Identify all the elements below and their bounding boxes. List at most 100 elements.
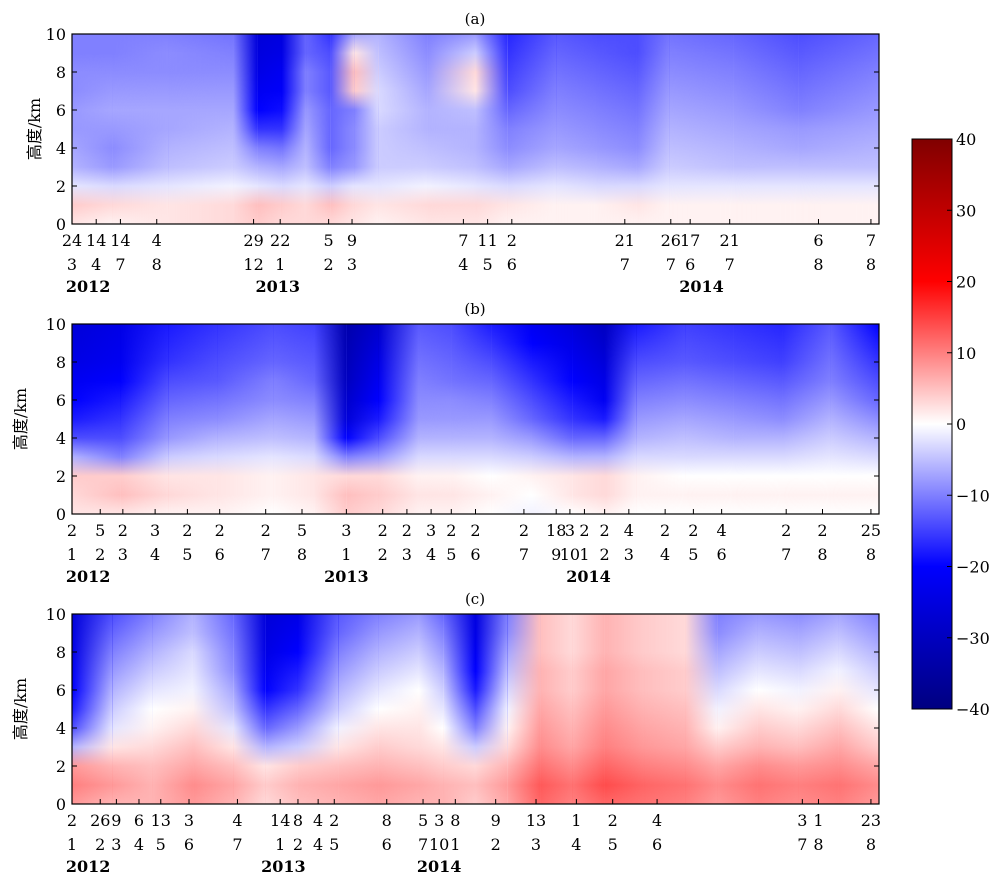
x-tick-month: 7 [666,255,676,274]
heat-blend [491,324,532,514]
heat-blend [378,614,420,804]
x-tick-day: 6 [813,231,823,250]
y-tick-label: 2 [56,467,66,486]
y-tick-label: 6 [56,101,66,120]
x-tick-month: 2 [293,835,303,854]
x-tick-month: 8 [152,255,162,274]
y-tick-label: 10 [46,25,66,44]
y-tick-label: 0 [56,505,66,524]
heat-blend [152,614,194,804]
heat-blend [427,34,476,224]
x-tick-month: 2 [491,835,501,854]
x-tick-day: 5 [324,231,334,250]
x-tick-day: 2 [608,811,618,830]
x-tick-month: 4 [458,255,468,274]
x-tick-day: 26 [661,231,681,250]
x-tick-day: 2 [67,521,77,540]
x-tick-day: 8 [382,811,392,830]
colorbar-tick-label: 40 [956,130,976,149]
heat-blend [443,614,476,804]
x-tick-month: 7 [519,545,529,564]
y-tick-label: 0 [56,215,66,234]
heat-blend [72,324,121,514]
x-tick-day: 2 [118,521,128,540]
x-tick-month: 6 [685,255,695,274]
heat-blend [378,324,420,514]
y-tick-label: 4 [56,429,66,448]
colorbar-tick-label: −40 [956,700,990,719]
x-tick-day: 4 [717,521,727,540]
x-tick-day: 3 [426,521,436,540]
x-tick-month: 5 [156,835,166,854]
x-tick-month: 6 [470,545,480,564]
colorbar-tick-label: −10 [956,486,990,505]
x-tick-month: 8 [866,255,876,274]
x-tick-month: 1 [275,255,285,274]
heat-blend [669,34,734,224]
x-tick-month: 8 [297,545,307,564]
heat-blend [685,324,734,514]
x-tick-day: 3 [565,521,575,540]
heat-blend [757,614,799,804]
x-tick-day: 24 [62,231,82,250]
panel-a-frame [71,33,880,225]
heat-blend [346,324,379,514]
x-tick-month: 2 [324,255,334,274]
x-tick-month: 5 [483,255,493,274]
heat-blend [193,614,234,804]
colorbar-tick-label: −20 [956,558,990,577]
colorbar: 40 30 20 10 0 −10 −20 −30 −40 [911,130,990,719]
panel-c-x-ticks: 2126293641353647141824425865731081921331… [66,799,881,876]
heat-blend [572,324,605,514]
heat-blend [733,34,799,224]
x-tick-month: 7 [620,255,630,274]
x-tick-day: 2 [329,811,339,830]
panel-b-x-ticks: 2152233425262758312223342526271893102122… [66,509,881,586]
heat-blend [782,324,831,514]
panel-c-title: (c) [465,590,485,608]
x-tick-month: 2 [600,545,610,564]
x-tick-month: 4 [91,255,101,274]
x-tick-day: 2 [378,521,388,540]
heat-blend [354,34,379,224]
x-tick-day: 1 [813,811,823,830]
x-tick-day: 17 [680,231,700,250]
heat-blend [72,614,113,804]
heat-blend [596,34,637,224]
y-tick-label: 0 [56,795,66,814]
x-tick-month: 6 [382,835,392,854]
x-tick-month: 1 [275,835,285,854]
x-tick-month: 4 [660,545,670,564]
x-tick-day: 8 [450,811,460,830]
x-year-label: 2012 [66,277,111,296]
heat-blend [830,324,879,514]
heat-blend [338,614,379,804]
x-tick-day: 2 [215,521,225,540]
y-tick-label: 6 [56,681,66,700]
x-tick-day: 2 [182,521,192,540]
x-tick-day: 2 [446,521,456,540]
colorbar-ticks: 40 30 20 10 0 −10 −20 −30 −40 [947,130,990,719]
heat-blend [531,324,573,514]
heat-blend [556,34,597,224]
x-tick-month: 1 [67,835,77,854]
x-tick-month: 2 [378,545,388,564]
x-tick-month: 4 [134,835,144,854]
x-tick-month: 1 [341,545,351,564]
x-tick-day: 14 [270,811,290,830]
x-tick-month: 5 [446,545,456,564]
heat-blend [798,614,839,804]
colorbar-tick-label: 0 [956,415,966,434]
heat-blend [604,614,645,804]
heat-blend [636,324,686,514]
heat-blend [685,614,718,804]
x-tick-day: 13 [151,811,171,830]
x-tick-month: 6 [717,545,727,564]
x-tick-day: 6 [134,811,144,830]
heat-blend [112,34,169,224]
heat-blend [507,614,541,804]
x-tick-day: 22 [270,231,290,250]
x-tick-day: 3 [797,811,807,830]
